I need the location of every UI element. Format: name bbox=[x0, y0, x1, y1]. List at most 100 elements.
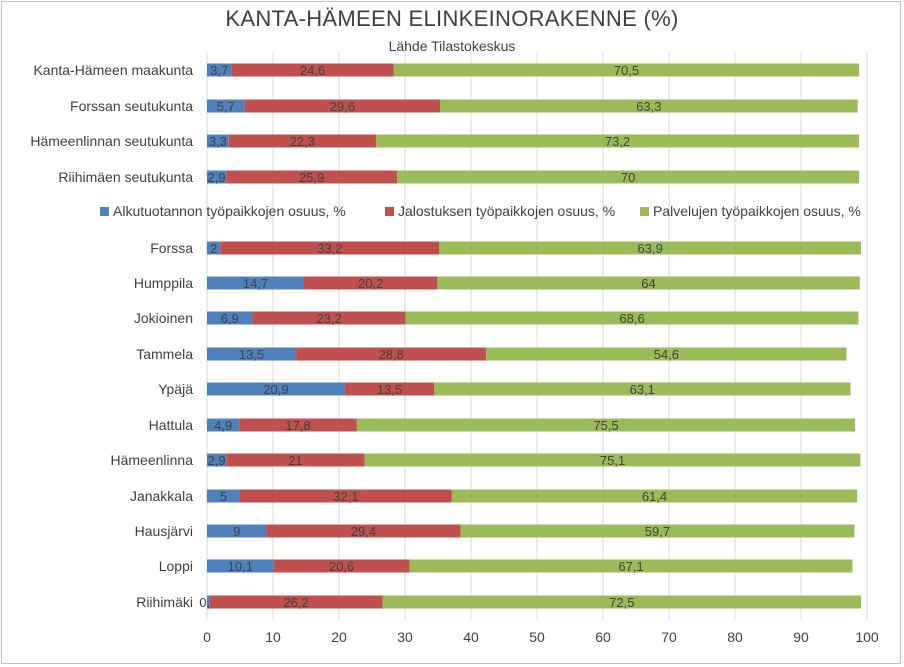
bar-segment bbox=[228, 134, 376, 148]
bar-segment bbox=[393, 63, 860, 77]
category-label: Hausjärvi bbox=[135, 523, 193, 539]
category-label: Hattula bbox=[149, 417, 194, 433]
data-label: 22,3 bbox=[290, 134, 315, 149]
bar-segment bbox=[231, 63, 394, 77]
bar-segment bbox=[356, 418, 856, 432]
bar-segment bbox=[239, 418, 357, 432]
data-label: 10,1 bbox=[228, 559, 253, 574]
data-label: 17,8 bbox=[285, 418, 310, 433]
data-label: 4,9 bbox=[214, 418, 232, 433]
bar-segment bbox=[226, 453, 365, 467]
bar-segment bbox=[375, 134, 860, 148]
category-label: Forssan seutukunta bbox=[70, 98, 193, 114]
bar-segment bbox=[344, 382, 435, 396]
data-label: 21 bbox=[288, 453, 302, 468]
legend-swatch bbox=[640, 207, 649, 216]
bar-segment bbox=[207, 453, 227, 467]
bar-segment bbox=[207, 241, 221, 255]
legend-label: Jalostuksen työpaikkojen osuus, % bbox=[398, 203, 615, 219]
category-label: Riihimäen seutukunta bbox=[58, 169, 193, 185]
data-label: 2,9 bbox=[208, 453, 226, 468]
legend-swatch bbox=[385, 207, 394, 216]
x-tick-label: 40 bbox=[463, 629, 479, 645]
data-label: 54,6 bbox=[654, 347, 679, 362]
bar-segment bbox=[207, 134, 229, 148]
data-label: 20,6 bbox=[329, 559, 354, 574]
data-label: 14,7 bbox=[243, 276, 268, 291]
bar-segment bbox=[207, 170, 227, 184]
bar-segment bbox=[244, 99, 440, 113]
bar-segment bbox=[439, 99, 858, 113]
data-label: 75,5 bbox=[593, 418, 618, 433]
data-label: 67,1 bbox=[618, 559, 643, 574]
bar-segment bbox=[207, 489, 240, 503]
category-label: Kanta-Hämeen maakunta bbox=[33, 62, 193, 78]
x-tick-label: 20 bbox=[331, 629, 347, 645]
bar-segment bbox=[207, 347, 297, 361]
bar-segment bbox=[273, 559, 410, 573]
chart-subtitle: Lähde Tilastokeskus bbox=[388, 38, 516, 54]
data-label: 28,8 bbox=[378, 347, 403, 362]
bar-segment bbox=[451, 489, 858, 503]
data-label: 64 bbox=[641, 276, 655, 291]
bar-segment bbox=[207, 418, 240, 432]
category-label: Jokioinen bbox=[134, 310, 193, 326]
category-label: Hämeenlinna bbox=[111, 452, 194, 468]
data-label: 13,5 bbox=[377, 382, 402, 397]
data-label: 3,7 bbox=[210, 63, 228, 78]
category-label: Ypäjä bbox=[158, 381, 193, 397]
x-tick-label: 90 bbox=[793, 629, 809, 645]
bar-segment bbox=[207, 524, 267, 538]
data-label: 3,3 bbox=[209, 134, 227, 149]
data-label: 73,2 bbox=[605, 134, 630, 149]
data-label: 61,4 bbox=[642, 489, 667, 504]
data-label: 63,1 bbox=[630, 382, 655, 397]
data-label: 2,9 bbox=[208, 170, 226, 185]
bar-segment bbox=[405, 311, 859, 325]
data-label: 23,2 bbox=[316, 311, 341, 326]
bar-segment bbox=[304, 276, 438, 290]
x-tick-label: 60 bbox=[595, 629, 611, 645]
legend-swatch bbox=[100, 207, 109, 216]
data-label: 29,4 bbox=[351, 524, 376, 539]
x-tick-label: 70 bbox=[661, 629, 677, 645]
bar-segment bbox=[207, 63, 232, 77]
bar-segment bbox=[226, 170, 398, 184]
x-tick-label: 100 bbox=[855, 629, 879, 645]
bar-segment bbox=[207, 99, 245, 113]
data-label: 5 bbox=[220, 489, 227, 504]
category-label: Janakkala bbox=[130, 488, 193, 504]
bar-segment bbox=[460, 524, 855, 538]
bar-segment bbox=[296, 347, 487, 361]
legend-label: Palvelujen työpaikkojen osuus, % bbox=[653, 203, 861, 219]
data-label: 2 bbox=[210, 241, 217, 256]
data-label: 70,5 bbox=[614, 63, 639, 78]
bar-segment bbox=[220, 241, 440, 255]
category-label: Riihimäki bbox=[136, 594, 193, 610]
data-label: 29,6 bbox=[330, 99, 355, 114]
category-label: Loppi bbox=[159, 558, 193, 574]
data-label: 75,1 bbox=[600, 453, 625, 468]
bar-segment bbox=[434, 382, 851, 396]
data-label: 24,6 bbox=[300, 63, 325, 78]
category-label: Humppila bbox=[134, 275, 193, 291]
data-label: 26,2 bbox=[283, 595, 308, 610]
data-label: 63,3 bbox=[636, 99, 661, 114]
bar-segment bbox=[437, 276, 860, 290]
data-label: 25,9 bbox=[299, 170, 324, 185]
x-tick-label: 30 bbox=[397, 629, 413, 645]
chart-title: KANTA-HÄMEEN ELINKEINORAKENNE (%) bbox=[225, 6, 679, 31]
bar-segment bbox=[207, 595, 210, 609]
bar-segment bbox=[364, 453, 861, 467]
bar-segment bbox=[209, 595, 383, 609]
data-label: 63,9 bbox=[638, 241, 663, 256]
bar-segment bbox=[207, 311, 253, 325]
data-label: 20,2 bbox=[358, 276, 383, 291]
x-tick-label: 10 bbox=[265, 629, 281, 645]
data-label: 70 bbox=[621, 170, 635, 185]
data-label: 13,5 bbox=[239, 347, 264, 362]
bar-segment bbox=[266, 524, 461, 538]
data-label: 72,5 bbox=[609, 595, 634, 610]
bar-segment bbox=[439, 241, 862, 255]
